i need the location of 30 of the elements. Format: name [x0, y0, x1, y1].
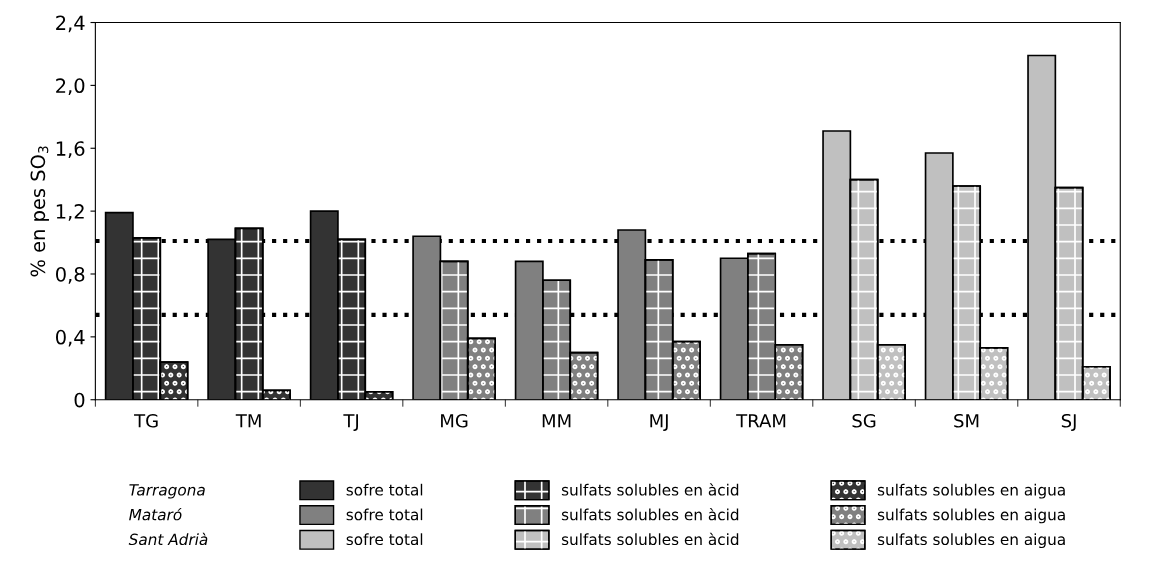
x-tick-label: TRAM — [736, 414, 786, 428]
x-tick-label: SJ — [1061, 413, 1076, 431]
y-tick-label: 2,0 — [56, 78, 85, 96]
x-tick-label: MG — [441, 413, 468, 428]
y-axis-title: % en pes SO$_{3}$ — [30, 146, 49, 277]
text: Tarragona — [129, 484, 205, 499]
legend-label: sulfats solubles en àcid — [561, 483, 739, 496]
x-tick-label: SG — [852, 413, 876, 428]
x-tick-label: TM — [235, 414, 261, 428]
x-tick-label: SM — [954, 413, 979, 428]
text: Sant Adrià — [128, 532, 208, 546]
text: Mataró — [129, 507, 182, 521]
legend-label: sulfats solubles en aigua — [877, 483, 1065, 499]
x-tick-label: MM — [542, 414, 571, 428]
y-tick-label: 0 — [74, 392, 85, 408]
y-tick-label: 0,8 — [56, 266, 85, 284]
text: sofre total — [346, 533, 423, 546]
x-tick-label: TG — [134, 413, 158, 428]
y-tick-label: 1,2 — [56, 204, 84, 221]
y-tick-label: 0,4 — [56, 329, 85, 347]
text: sulfats solubles en aigua — [877, 508, 1065, 524]
text: sofre total — [346, 508, 423, 521]
y-tick-label: 2,4 — [56, 15, 85, 33]
text: sulfats solubles en àcid — [561, 507, 739, 521]
text: sulfats solubles en àcid — [561, 532, 739, 546]
text: sulfats solubles en aigua — [877, 533, 1065, 549]
y-tick-label: 1,6 — [56, 141, 85, 158]
x-tick-label: MJ — [650, 414, 668, 431]
legend-label: sofre total — [346, 483, 423, 496]
x-tick-label: TJ — [343, 414, 358, 431]
